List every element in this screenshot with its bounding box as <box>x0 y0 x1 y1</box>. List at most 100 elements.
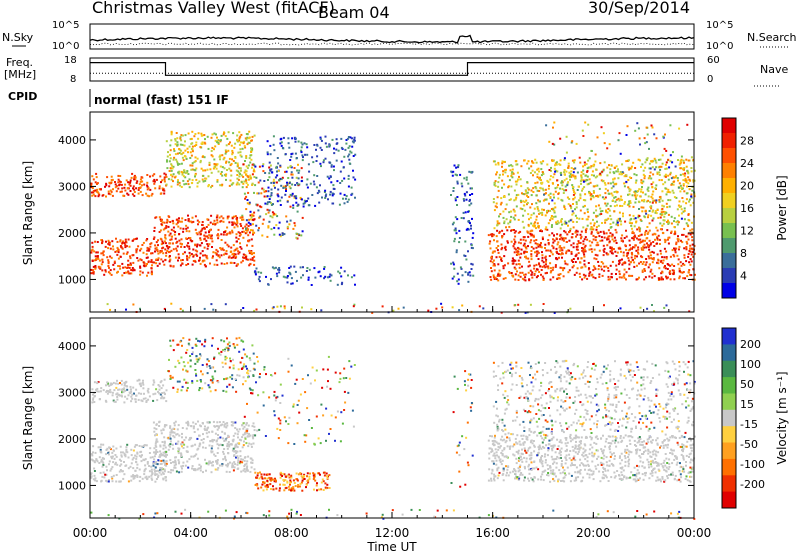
range-cell <box>558 246 561 249</box>
range-cell <box>555 163 558 166</box>
range-cell <box>119 480 122 483</box>
range-cell <box>641 163 644 166</box>
range-cell <box>324 195 327 198</box>
range-cell <box>221 174 224 177</box>
range-cell <box>176 162 179 165</box>
range-cell <box>633 173 636 176</box>
range-cell <box>145 239 148 242</box>
range-cell <box>245 467 248 469</box>
range-cell <box>154 434 156 437</box>
range-cell <box>629 188 632 191</box>
range-cell <box>192 220 195 223</box>
range-cell <box>667 174 670 177</box>
range-cell <box>90 251 93 254</box>
range-cell <box>563 204 566 207</box>
range-cell <box>311 194 314 196</box>
range-cell <box>111 240 114 243</box>
range-cell <box>455 166 458 169</box>
range-cell <box>582 179 585 182</box>
range-cell <box>237 263 239 266</box>
range-cell <box>194 169 197 172</box>
range-cell <box>129 190 132 192</box>
range-cell <box>165 140 168 143</box>
range-cell <box>236 374 239 377</box>
range-cell <box>163 441 166 444</box>
range-cell <box>276 174 279 177</box>
range-cell <box>463 254 466 257</box>
range-cell <box>510 210 513 213</box>
range-cell <box>280 184 283 187</box>
range-cell <box>164 446 167 449</box>
range-cell <box>607 208 610 210</box>
range-cell <box>272 203 274 206</box>
range-cell <box>683 161 685 164</box>
range-cell <box>239 135 242 138</box>
range-cell <box>548 169 551 171</box>
range-cell <box>580 235 583 238</box>
range-cell <box>220 339 223 342</box>
range-cell <box>233 215 235 218</box>
range-cell <box>511 165 514 168</box>
range-cell <box>615 268 618 271</box>
range-cell <box>209 379 212 382</box>
range-cell <box>211 375 214 378</box>
range-cell <box>228 184 231 187</box>
range-cell <box>608 192 611 195</box>
range-cell <box>564 262 567 265</box>
range-cell <box>205 363 208 366</box>
range-cell <box>154 453 157 455</box>
range-cell <box>650 183 653 186</box>
range-cell <box>273 267 276 270</box>
range-cell <box>143 444 146 447</box>
range-cell <box>211 246 213 248</box>
range-cell <box>570 170 573 173</box>
range-cell <box>658 179 661 182</box>
range-cell <box>464 194 467 197</box>
range-cell <box>93 401 96 403</box>
range-cell <box>266 235 269 238</box>
range-cell <box>609 182 612 185</box>
range-cell <box>674 247 677 250</box>
range-cell <box>492 201 495 204</box>
range-cell <box>144 458 147 461</box>
range-cell <box>533 273 536 275</box>
range-cell <box>185 264 188 266</box>
range-cell <box>619 198 622 201</box>
range-cell <box>500 260 503 262</box>
range-cell <box>182 151 185 154</box>
range-cell <box>666 191 669 194</box>
range-cell <box>693 252 696 255</box>
range-cell <box>524 276 527 279</box>
range-cell <box>560 181 563 184</box>
range-cell <box>132 467 135 470</box>
range-cell <box>347 174 350 177</box>
range-cell <box>659 197 662 200</box>
range-cell <box>225 470 228 473</box>
range-cell <box>551 268 554 271</box>
range-cell <box>510 272 513 274</box>
range-cell <box>277 162 280 165</box>
range-cell <box>667 188 670 191</box>
range-cell <box>591 241 594 244</box>
range-cell <box>574 214 577 217</box>
range-cell <box>253 170 256 173</box>
range-cell <box>210 450 213 453</box>
range-cell <box>632 232 635 235</box>
range-cell <box>524 239 527 242</box>
range-cell <box>92 190 95 192</box>
range-cell <box>247 376 249 379</box>
range-cell <box>605 204 608 207</box>
range-cell <box>318 190 321 193</box>
range-cell <box>210 154 213 157</box>
range-cell <box>198 340 201 343</box>
range-cell <box>207 463 210 466</box>
range-cell <box>663 238 666 241</box>
range-cell <box>290 173 293 176</box>
range-cell <box>558 256 560 259</box>
range-cell <box>105 384 107 387</box>
range-cell <box>553 173 556 176</box>
range-cell <box>335 148 338 151</box>
noise-panel-frame <box>89 23 695 50</box>
range-cell <box>199 159 202 162</box>
range-cell <box>154 451 157 454</box>
